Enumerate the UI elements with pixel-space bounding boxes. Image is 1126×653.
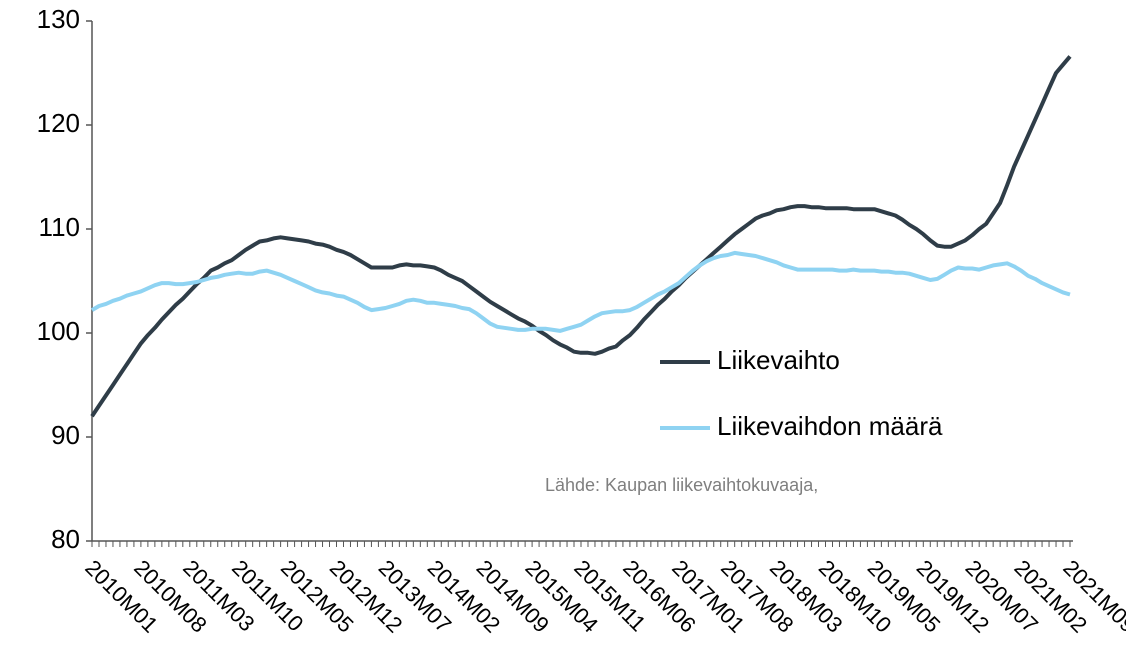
y-tick-label: 130 xyxy=(37,4,80,34)
legend-label: Liikevaihdon määrä xyxy=(717,411,943,441)
series-line xyxy=(90,250,1071,333)
y-tick-label: 90 xyxy=(51,420,80,450)
y-tick-label: 120 xyxy=(37,108,80,138)
legend-label: Liikevaihto xyxy=(717,345,840,375)
y-tick-label: 100 xyxy=(37,316,80,346)
y-tick-label: 80 xyxy=(51,524,80,554)
source-note: Lähde: Kaupan liikevaihtokuvaaja, xyxy=(545,475,818,495)
series-line xyxy=(90,55,1072,418)
y-tick-label: 110 xyxy=(39,212,80,242)
